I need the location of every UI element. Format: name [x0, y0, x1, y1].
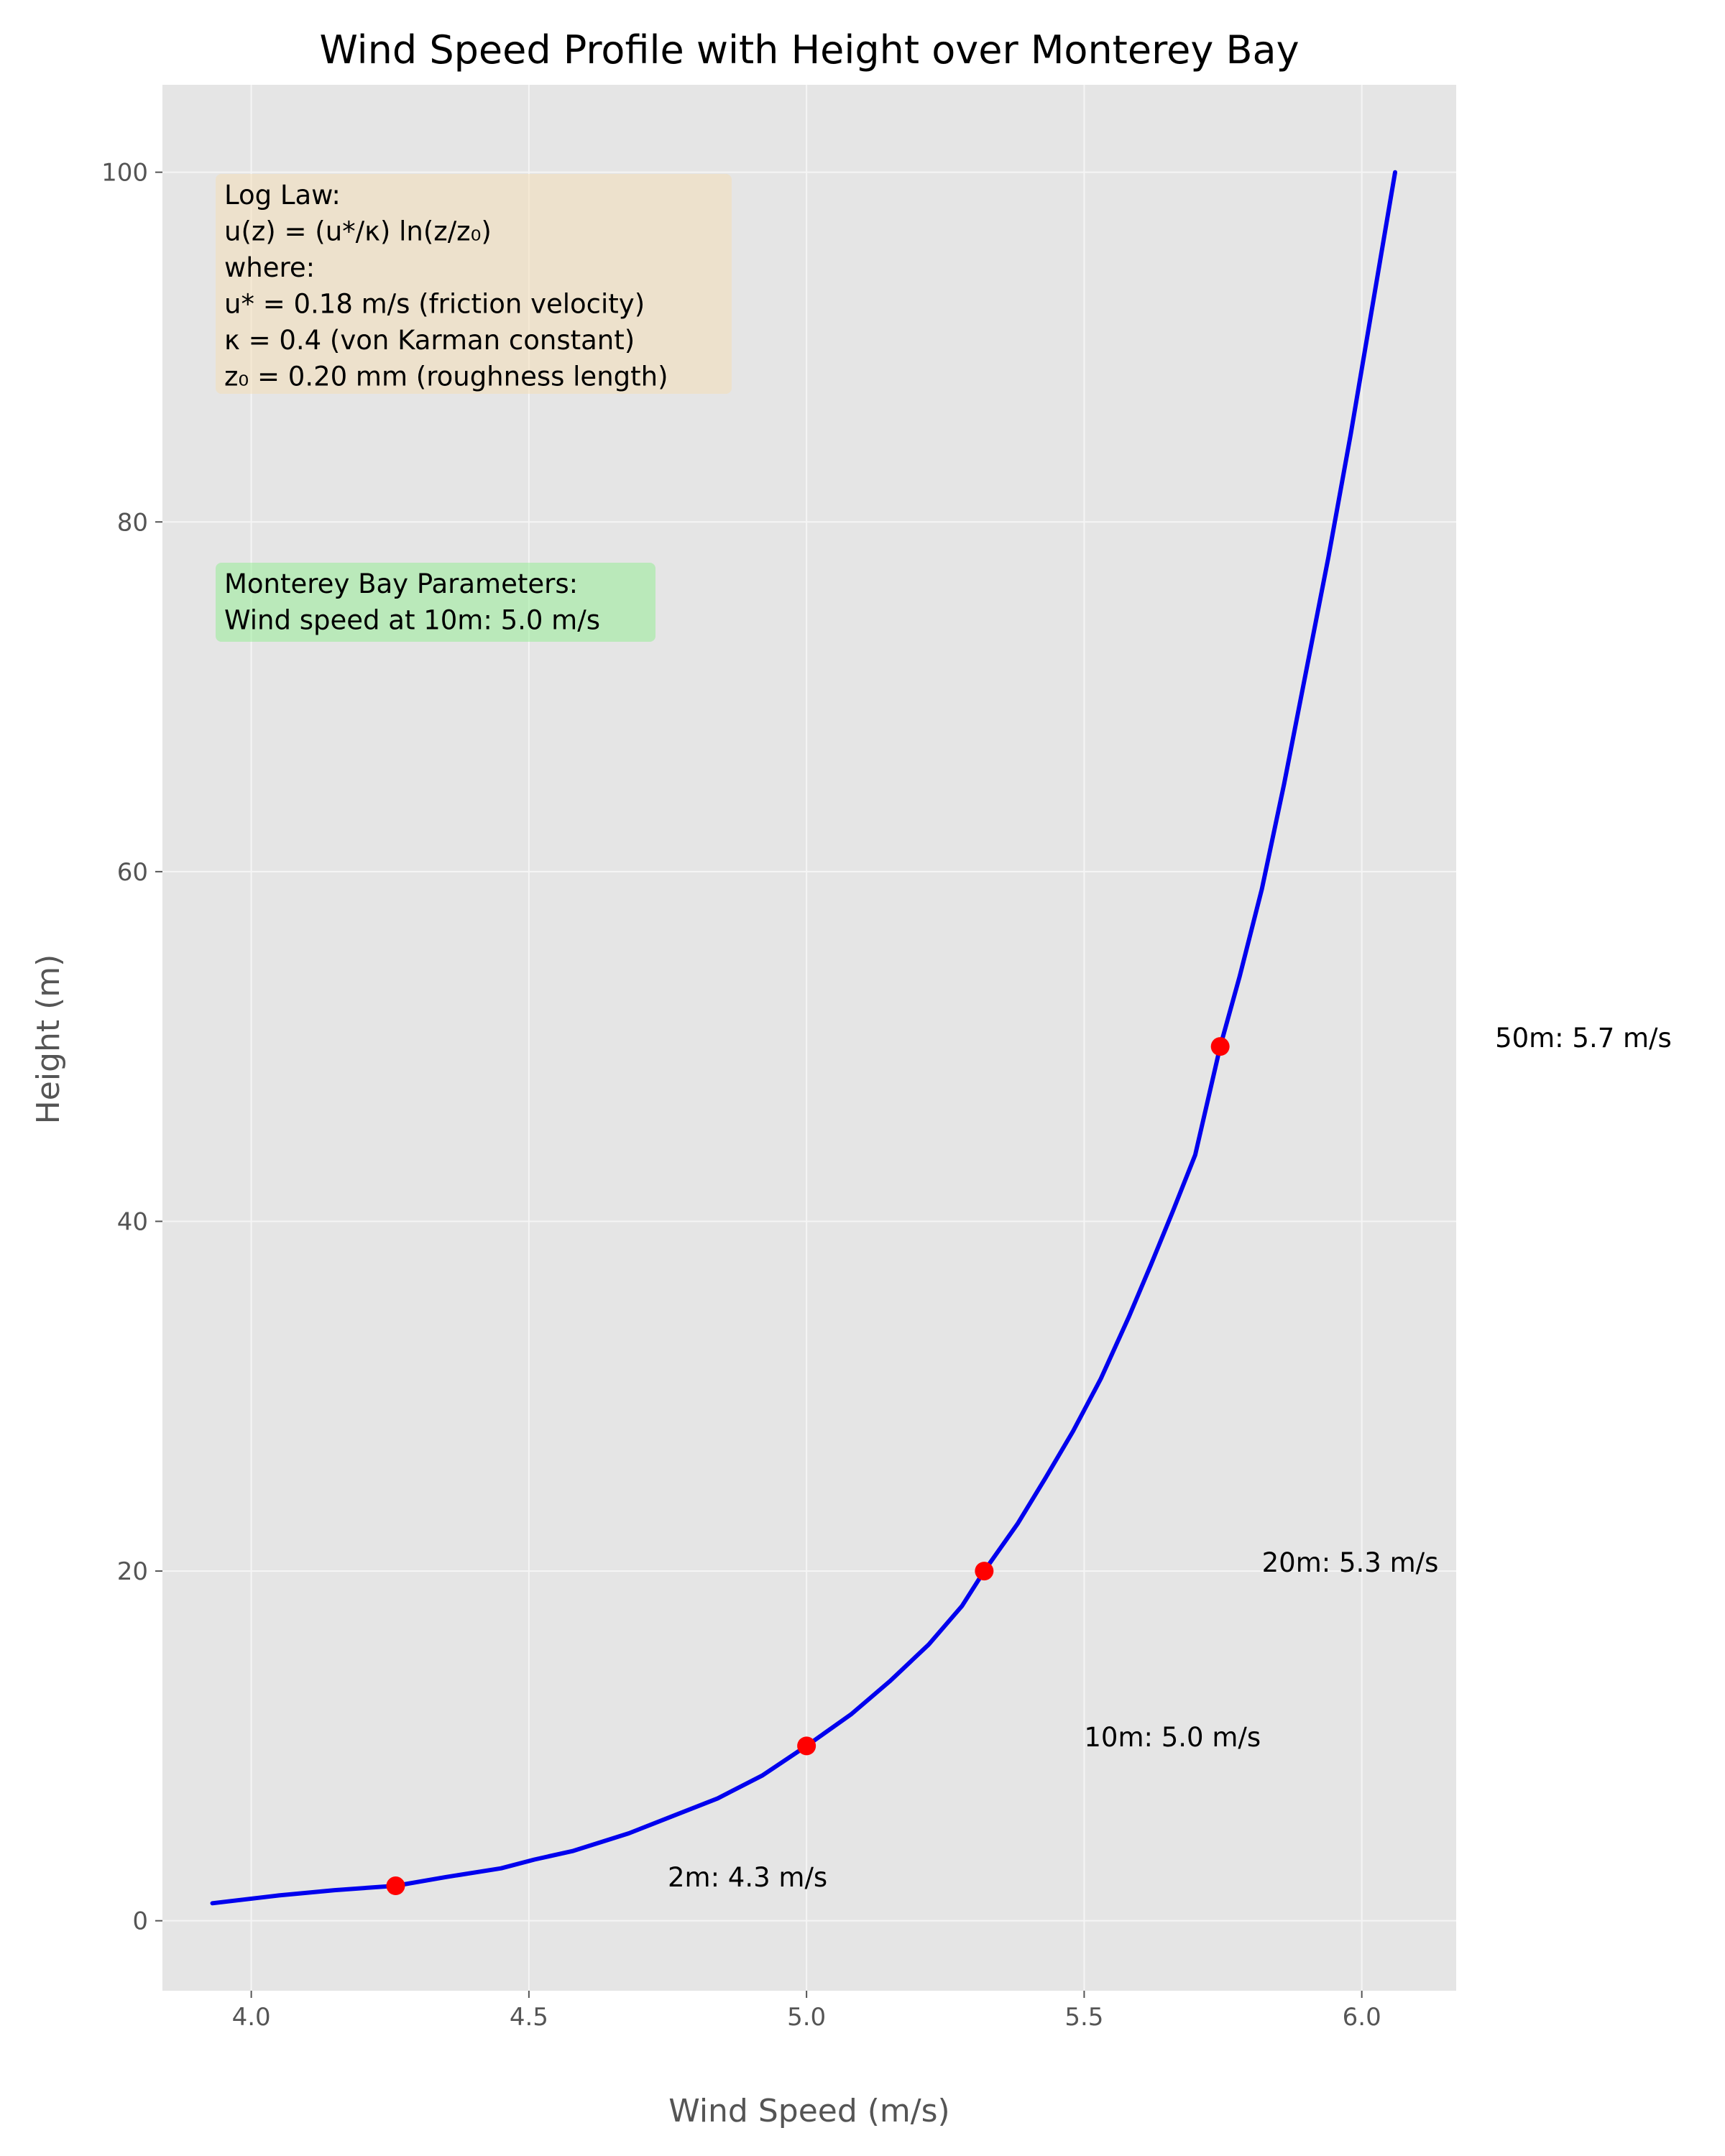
y-tick-label: 80 [117, 508, 148, 537]
x-axis-label: Wind Speed (m/s) [668, 2093, 949, 2129]
plot-area [162, 85, 1456, 1991]
x-tick-label: 4.0 [232, 2003, 271, 2032]
parameters-box [216, 563, 656, 642]
y-tick-label: 100 [101, 159, 148, 188]
grid-layer [162, 85, 1456, 1991]
point-annotation: 50m: 5.7 m/s [1495, 1023, 1672, 1054]
equation-box-line: z₀ = 0.20 mm (roughness length) [224, 361, 668, 392]
equation-box-line: u(z) = (u*/κ) ln(z/z₀) [224, 216, 492, 247]
equation-box [216, 174, 732, 394]
box-layer: Log Law: u(z) = (u*/κ) ln(z/z₀) where: u* =… [216, 174, 732, 642]
parameters-box-line: Wind speed at 10m: 5.0 m/s [224, 605, 600, 636]
point-annotation: 2m: 4.3 m/s [668, 1862, 827, 1893]
y-axis-label: Height (m) [30, 954, 67, 1125]
equation-box-line: κ = 0.4 (von Karman constant) [224, 325, 635, 356]
x-tick-label: 5.0 [787, 2003, 826, 2032]
chart-title: Wind Speed Profile with Height over Mont… [319, 27, 1299, 73]
height-marker-point [386, 1876, 405, 1896]
x-tick-label: 4.5 [510, 2003, 548, 2032]
point-annotation: 20m: 5.3 m/s [1262, 1547, 1439, 1578]
equation-box-line: Log Law: [224, 180, 341, 211]
height-marker-point [797, 1736, 816, 1756]
parameters-box-line: Monterey Bay Parameters: [224, 568, 578, 599]
tick-layer: 4.0 4.5 5.0 5.5 6.0 0 20 40 60 80 100 [101, 159, 1381, 2032]
x-tick-label: 5.5 [1064, 2003, 1103, 2032]
point-annotation: 10m: 5.0 m/s [1084, 1722, 1261, 1753]
y-tick-label: 0 [132, 1907, 148, 1936]
point-layer [386, 1037, 1230, 1896]
height-marker-point [975, 1562, 994, 1581]
y-tick-label: 20 [117, 1557, 148, 1586]
equation-box-line: where: [224, 252, 315, 283]
x-tick-label: 6.0 [1343, 2003, 1381, 2032]
equation-box-line: u* = 0.18 m/s (friction velocity) [224, 289, 645, 320]
y-tick-label: 60 [117, 858, 148, 887]
height-marker-point [1210, 1037, 1230, 1056]
annotation-layer: 2m: 4.3 m/s 10m: 5.0 m/s 20m: 5.3 m/s 50m: … [668, 1023, 1672, 1893]
y-tick-label: 40 [117, 1207, 148, 1236]
